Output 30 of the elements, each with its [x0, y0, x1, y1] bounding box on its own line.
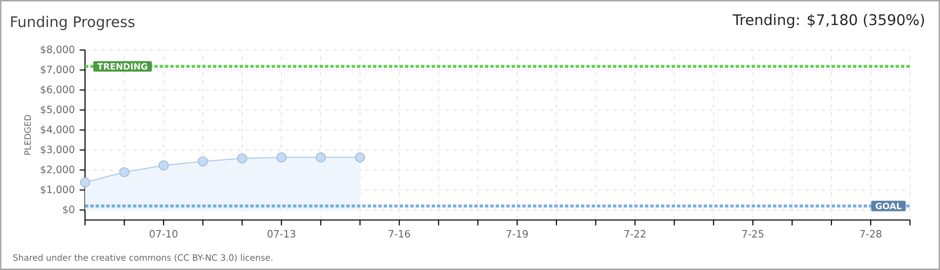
point: [276, 152, 286, 162]
y-tick-label: $2,000: [40, 165, 74, 175]
point: [355, 152, 365, 162]
y-axis-title: PLEDGED: [24, 114, 31, 155]
point: [80, 177, 90, 188]
y-tick-label: $8,000: [40, 45, 74, 55]
point: [158, 160, 169, 170]
x-tick-label: 7-25: [742, 230, 764, 238]
point: [119, 167, 130, 178]
x-tick-label: 07-10: [150, 230, 178, 238]
y-tick-label: $0: [63, 205, 74, 215]
point: [198, 156, 208, 166]
x-tick-label: 7-19: [506, 230, 528, 238]
x-tick-label: 7-22: [624, 230, 646, 238]
chart-subtitle: Trending: $7,180 (3590%): [732, 14, 924, 28]
y-tick-label: $7,000: [40, 65, 74, 75]
ref-line-label: TRENDING: [97, 63, 148, 70]
point: [237, 153, 248, 164]
chart-title: Funding Progress: [11, 16, 134, 30]
y-tick-label: $3,000: [40, 145, 74, 155]
ref-line-label: GOAL: [876, 202, 902, 210]
point: [316, 152, 326, 162]
x-tick-label: 07-13: [268, 230, 296, 238]
y-tick-label: $1,000: [40, 185, 74, 195]
x-tick-label: 7-28: [860, 230, 882, 238]
y-tick-label: $6,000: [40, 85, 74, 95]
y-tick-label: $4,000: [40, 125, 74, 135]
text: Shared under the creative commons (CC BY-NC 3.0) license.: [13, 254, 272, 262]
x-tick-label: 7-16: [388, 230, 410, 238]
y-tick-label: $5,000: [40, 105, 74, 115]
